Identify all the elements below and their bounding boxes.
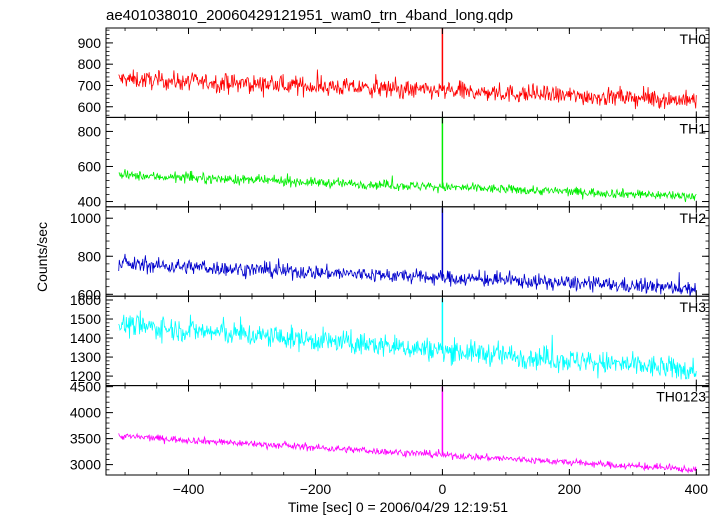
y-tick-label: 3000	[70, 457, 101, 473]
panel-th2: 600 800 1000 TH2	[70, 206, 710, 302]
y-tick-label: 1400	[70, 330, 101, 346]
y-tick-label: 600	[78, 99, 102, 115]
series-th0123	[118, 432, 697, 474]
y-tick-label: 1000	[70, 210, 101, 226]
series-th1	[118, 169, 697, 203]
y-tick-label: 1200	[70, 368, 101, 384]
panel-frame	[105, 27, 710, 118]
panel-th1: 400 600 800 TH1	[78, 116, 710, 210]
y-tick-label: 800	[78, 56, 102, 72]
panel-label-th3: TH3	[680, 299, 707, 315]
x-tick-label: −400	[173, 481, 205, 497]
panel-frame	[105, 385, 710, 476]
x-axis-label: Time [sec] 0 = 2006/04/29 12:19:51	[288, 499, 508, 515]
y-tick-label: 4500	[70, 379, 101, 395]
y-tick-label: 1300	[70, 349, 101, 365]
panel-th0: 600 700 800 900 TH0	[78, 27, 710, 118]
series-th2	[118, 253, 697, 297]
y-tick-label: 600	[78, 158, 102, 174]
panel-frame	[105, 295, 710, 387]
y-tick-label: 1500	[70, 311, 101, 327]
series-th0	[118, 69, 697, 110]
y-tick-label: 1600	[70, 292, 101, 308]
y-tick-label: 900	[78, 35, 102, 51]
y-tick-label: 3500	[70, 431, 101, 447]
x-tick-label: 0	[439, 481, 447, 497]
x-axis: −400 −200 0 200 400	[173, 481, 708, 497]
y-tick-label: 700	[78, 77, 102, 93]
panel-th3: 1200 1300 1400 1500 1600 TH3	[70, 292, 710, 387]
panel-label-th0: TH0	[680, 31, 707, 47]
panel-th0123: 3000 3500 4000 4500 TH0123	[70, 379, 710, 476]
x-tick-label: 200	[558, 481, 582, 497]
y-tick-label: 400	[78, 194, 102, 210]
panels-group: 600 700 800 900 TH0 400 600 800 TH1 600 800 1000 TH2…	[70, 27, 710, 476]
panel-label-th0123: TH0123	[656, 389, 706, 405]
y-tick-label: 600	[78, 286, 102, 302]
y-tick-label: 800	[78, 123, 102, 139]
y-axis-label: Counts/sec	[34, 222, 50, 292]
panel-label-th2: TH2	[680, 210, 707, 226]
y-tick-label: 800	[78, 248, 102, 264]
x-tick-label: 400	[685, 481, 709, 497]
panel-label-th1: TH1	[680, 120, 707, 136]
panel-frame	[105, 116, 710, 208]
chart-title: ae401038010_20060429121951_wam0_trn_4ban…	[106, 7, 513, 24]
series-th3	[118, 310, 697, 380]
panel-frame	[105, 206, 710, 297]
y-tick-label: 4000	[70, 405, 101, 421]
x-tick-label: −200	[300, 481, 332, 497]
